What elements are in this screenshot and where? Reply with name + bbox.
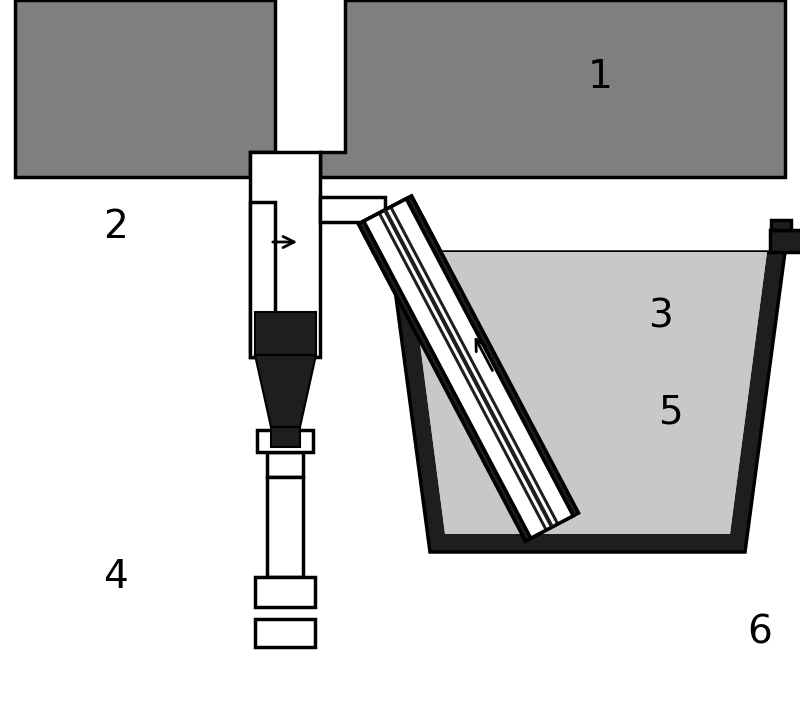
Bar — [255, 619, 315, 647]
Polygon shape — [358, 196, 578, 541]
Polygon shape — [364, 199, 574, 538]
Bar — [250, 202, 275, 357]
Polygon shape — [378, 206, 559, 531]
Bar — [250, 152, 320, 357]
Polygon shape — [390, 252, 785, 552]
Polygon shape — [408, 252, 767, 534]
Polygon shape — [383, 209, 554, 528]
Polygon shape — [383, 209, 554, 528]
Polygon shape — [255, 312, 316, 355]
Bar — [320, 197, 385, 222]
Bar — [257, 430, 313, 452]
Bar — [770, 230, 800, 252]
Polygon shape — [255, 355, 316, 427]
Bar — [387, 220, 407, 230]
Polygon shape — [358, 196, 578, 541]
Bar — [267, 452, 303, 477]
Bar — [373, 230, 408, 252]
Polygon shape — [15, 0, 275, 177]
Polygon shape — [364, 199, 574, 538]
Text: 2: 2 — [102, 208, 127, 246]
Polygon shape — [381, 208, 557, 530]
Bar — [255, 577, 315, 607]
Text: 6: 6 — [747, 613, 773, 651]
Text: 3: 3 — [648, 298, 672, 336]
Polygon shape — [320, 0, 785, 177]
Polygon shape — [271, 427, 300, 447]
Text: 5: 5 — [658, 393, 682, 431]
Polygon shape — [378, 206, 559, 531]
Text: 1: 1 — [587, 58, 613, 96]
Bar — [771, 220, 791, 230]
Polygon shape — [381, 208, 557, 530]
Text: 4: 4 — [102, 558, 127, 596]
Bar — [267, 477, 303, 577]
Polygon shape — [408, 252, 767, 534]
